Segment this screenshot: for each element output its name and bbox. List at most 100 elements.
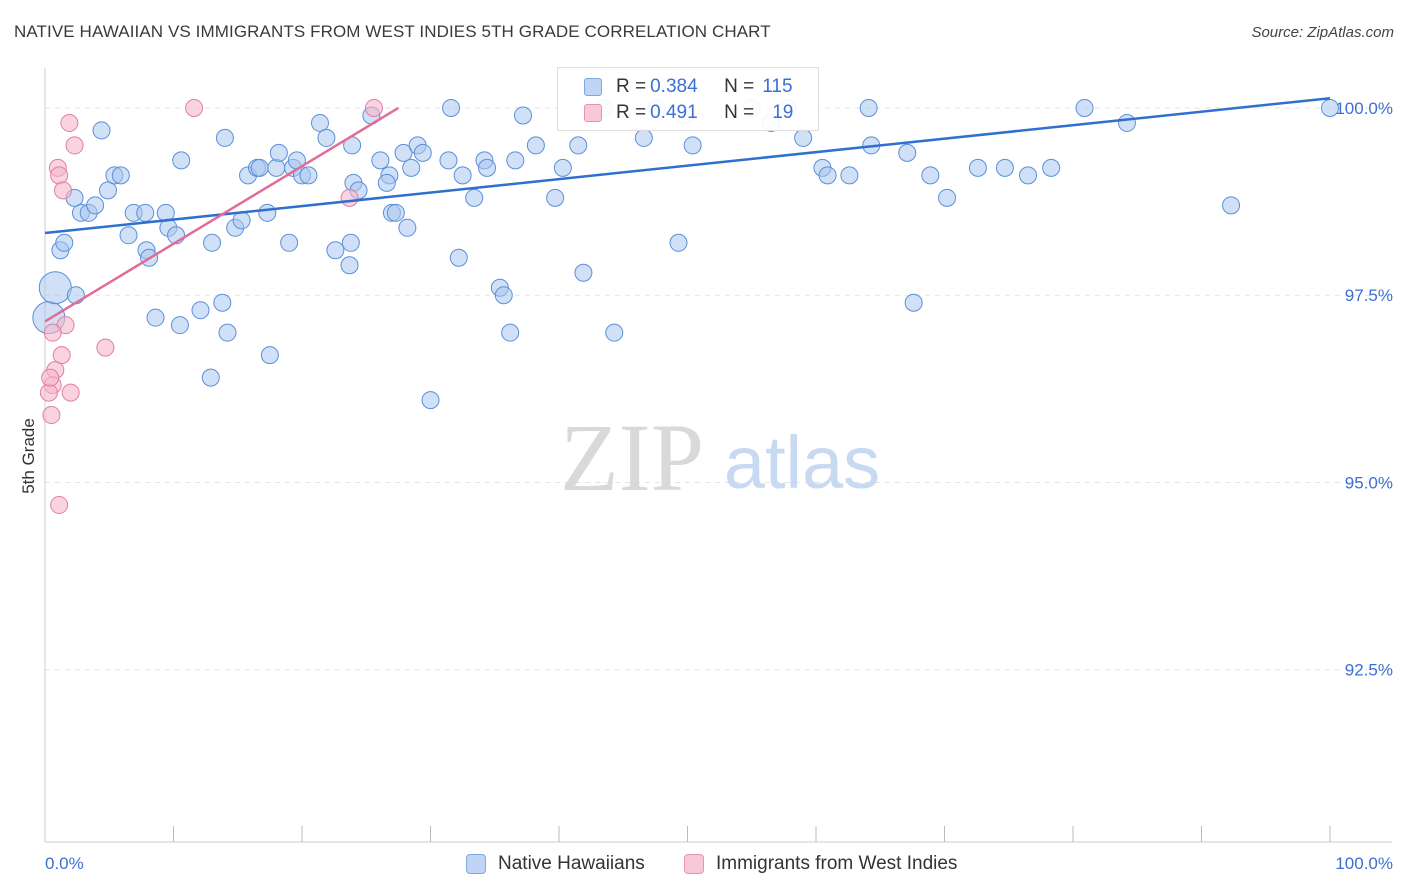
native-hawaiian-point — [904, 293, 923, 312]
native-hawaiian-point — [465, 188, 484, 207]
native-hawaiian-point — [898, 143, 917, 162]
chart-title: NATIVE HAWAIIAN VS IMMIGRANTS FROM WEST … — [14, 22, 771, 41]
native-hawaiian-point — [280, 233, 299, 252]
native-hawaiian-point — [1019, 166, 1038, 185]
native-hawaiian-point — [66, 286, 85, 305]
native-hawaiian-point — [260, 346, 279, 365]
native-hawaiian-point — [938, 188, 957, 207]
native-hawaiian-point — [267, 158, 286, 177]
west-indies-point — [96, 338, 115, 357]
native-hawaiian-point — [98, 181, 117, 200]
bottom-legend-label: Immigrants from West Indies — [716, 853, 958, 874]
native-hawaiian-point — [413, 143, 432, 162]
native-hawaiian-point — [442, 98, 461, 117]
west-indies-point — [50, 166, 69, 185]
native-hawaiian-point — [215, 128, 234, 147]
legend-n-label: N = — [724, 76, 755, 97]
watermark-zip: ZIP — [560, 404, 704, 511]
native-hawaiian-point — [683, 136, 702, 155]
native-hawaiian-point — [326, 241, 345, 260]
native-hawaiian-point — [203, 233, 222, 252]
native-hawaiian-point — [92, 121, 111, 140]
native-hawaiian-point — [1075, 98, 1094, 117]
bottom-legend-swatch-pink — [684, 854, 704, 874]
native-hawaiian-point — [968, 158, 987, 177]
native-hawaiian-point — [840, 166, 859, 185]
native-hawaiian-point — [86, 196, 105, 215]
native-hawaiians-trendline — [44, 96, 1331, 235]
west-indies-trendline — [44, 106, 400, 323]
native-hawaiian-point — [478, 158, 497, 177]
native-hawaiian-point — [553, 158, 572, 177]
west-indies-point — [39, 383, 58, 402]
native-hawaiian-point — [341, 233, 360, 252]
native-hawaiian-point — [317, 128, 336, 147]
native-hawaiian-point — [995, 158, 1014, 177]
native-hawaiian-point — [394, 143, 413, 162]
native-hawaiian-point — [218, 323, 237, 342]
native-hawaiian-point — [526, 136, 545, 155]
y-tick-label: 92.5% — [1345, 661, 1393, 680]
native-hawaiian-point — [794, 128, 813, 147]
tick-labels: 100.0% 97.5% 95.0% 92.5% 0.0% 100.0% — [45, 99, 1393, 873]
bottom-legend-label: Native Hawaiians — [498, 853, 645, 874]
native-hawaiian-point — [377, 173, 396, 192]
native-hawaiian-point — [172, 151, 191, 170]
native-hawaiian-point — [605, 323, 624, 342]
native-hawaiian-point — [136, 203, 155, 222]
native-hawaiian-point — [299, 166, 318, 185]
west-indies-point — [61, 383, 80, 402]
native-hawaiian-point — [371, 151, 390, 170]
legend-row-native-hawaiians: R = 0.384 N = 115 — [584, 74, 793, 100]
watermark-atlas: atlas — [724, 421, 880, 504]
legend-n-label: N = — [724, 102, 755, 123]
y-tick-label: 97.5% — [1345, 286, 1393, 305]
native-hawaiian-point — [201, 368, 220, 387]
west-indies-point — [65, 136, 84, 155]
trend-layer — [44, 96, 1331, 323]
native-hawaiian-point — [818, 166, 837, 185]
native-hawaiian-point — [421, 391, 440, 410]
x-tick-label: 0.0% — [45, 854, 84, 873]
native-hawaiian-point — [146, 308, 165, 327]
legend-r-value: 0.491 — [650, 102, 698, 123]
y-tick-label: 100.0% — [1335, 99, 1393, 118]
west-indies-point — [52, 346, 71, 365]
native-hawaiian-point — [269, 143, 288, 162]
native-hawaiian-point — [191, 301, 210, 320]
axes-layer — [44, 68, 1392, 843]
source-label: Source: ZipAtlas.com — [1251, 24, 1394, 41]
native-hawaiian-point — [449, 248, 468, 267]
native-hawaiian-point — [859, 98, 878, 117]
native-hawaiian-point — [1042, 158, 1061, 177]
native-hawaiian-point — [634, 128, 653, 147]
west-indies-point — [364, 98, 383, 117]
native-hawaiian-point — [170, 316, 189, 335]
native-hawaiian-point — [921, 166, 940, 185]
west-indies-point — [42, 406, 61, 425]
native-hawaiian-point — [439, 151, 458, 170]
legend-swatch-pink — [584, 104, 602, 122]
native-hawaiian-point — [258, 203, 277, 222]
native-hawaiian-point — [340, 256, 359, 275]
west-indies-point — [41, 368, 60, 387]
native-hawaiian-point — [494, 286, 513, 305]
grid-layer — [45, 107, 1392, 671]
native-hawaiian-point — [574, 263, 593, 282]
west-indies-points — [39, 98, 383, 514]
native-hawaiian-point — [386, 203, 405, 222]
native-hawaiian-point — [38, 271, 72, 305]
legend-n-value: 115 — [762, 76, 793, 97]
legend-r-value: 0.384 — [650, 76, 698, 97]
x-tick-label: 100.0% — [1335, 854, 1393, 873]
bottom-legend-swatch-blue — [466, 854, 486, 874]
native-hawaiian-point — [669, 233, 688, 252]
native-hawaiians-points — [32, 98, 1339, 410]
native-hawaiian-point — [310, 113, 329, 132]
west-indies-point — [53, 181, 72, 200]
native-hawaiian-point — [402, 158, 421, 177]
native-hawaiian-point — [1117, 113, 1136, 132]
west-indies-point — [185, 98, 204, 117]
west-indies-point — [340, 188, 359, 207]
